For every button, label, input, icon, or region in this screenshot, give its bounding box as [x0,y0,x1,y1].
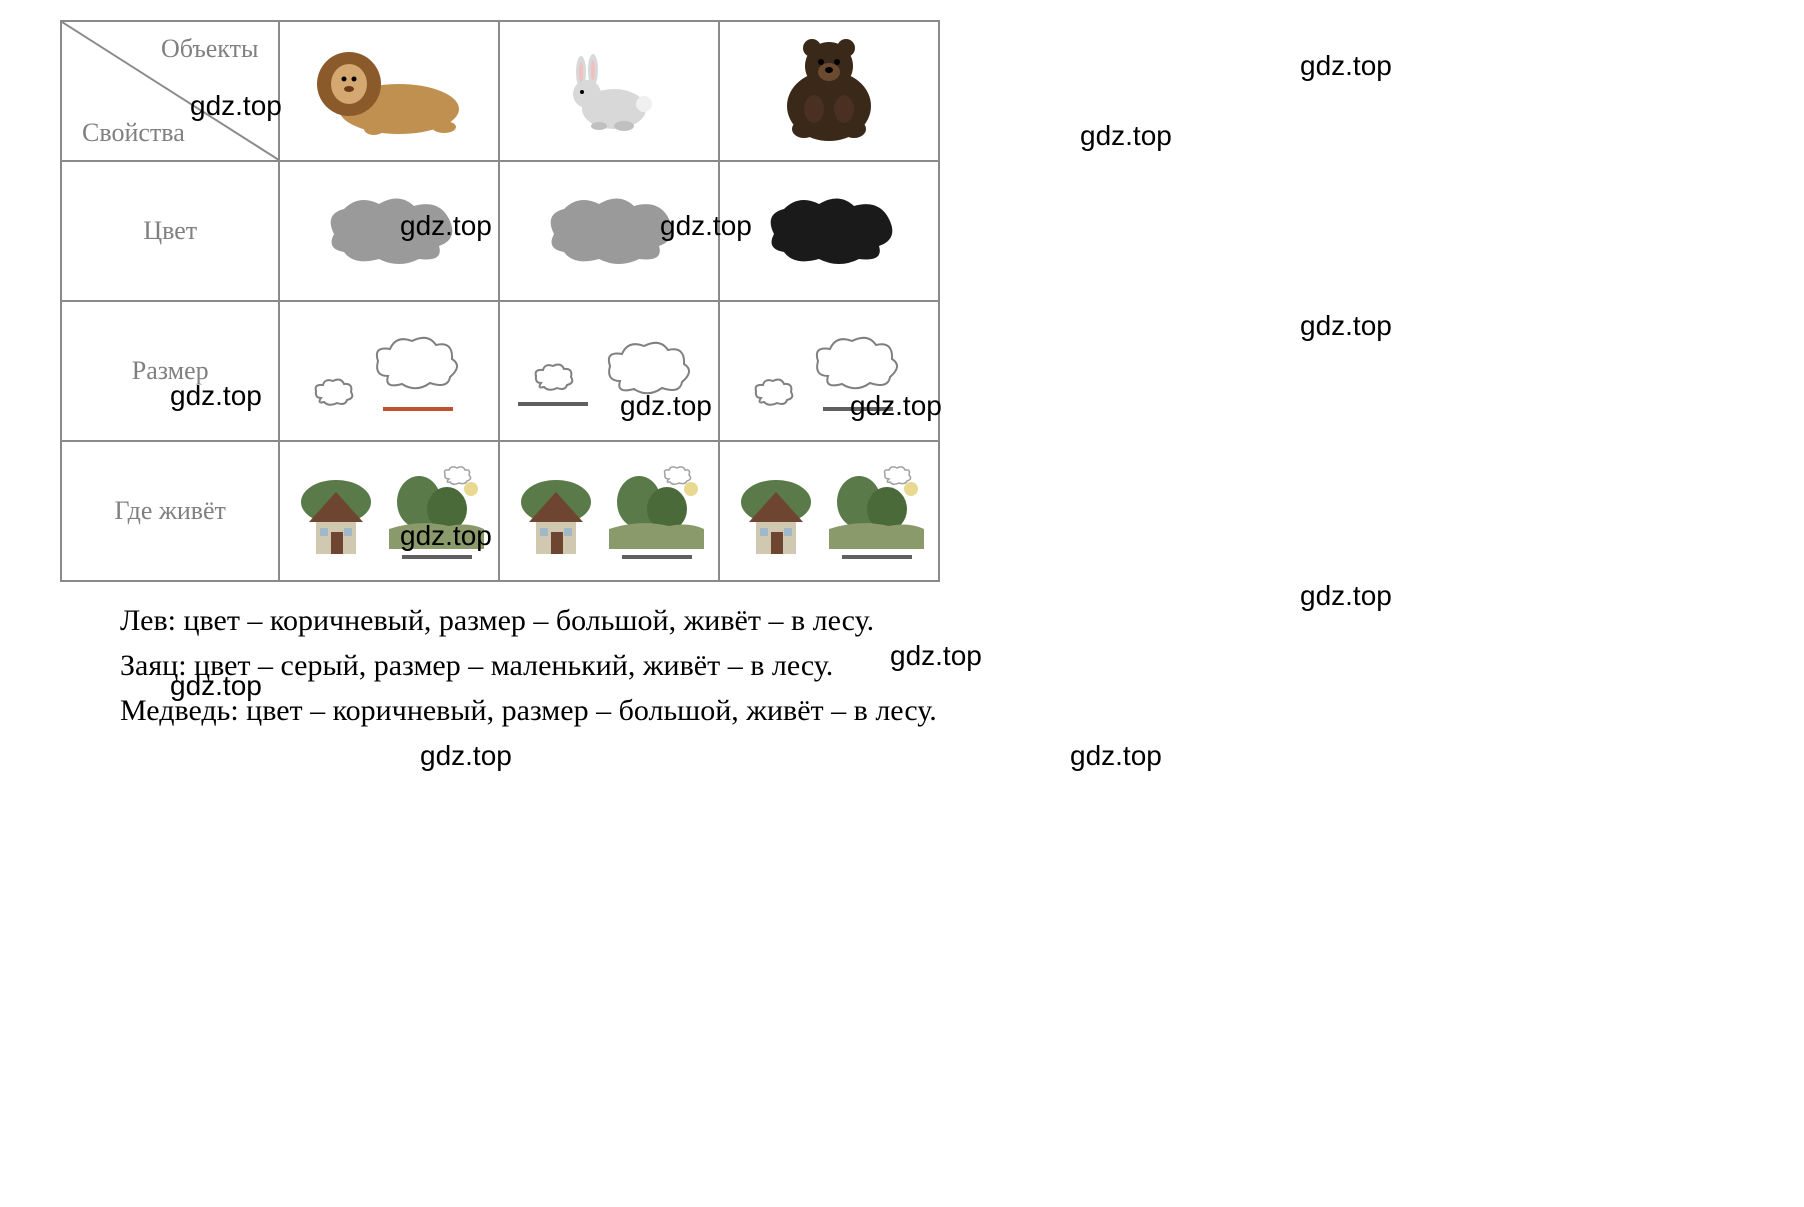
habitat-label-cell: Где живёт [61,441,279,581]
size-underline [823,407,893,411]
color-blob-lion [314,184,464,274]
cloud-small-icon [311,376,356,411]
rabbit-icon [549,44,669,134]
forest-icon [609,464,704,549]
color-blob-rabbit [534,184,684,274]
cloud-big-icon [368,331,468,401]
house-option [294,474,379,559]
watermark-text: gdz.top [1300,310,1392,342]
rabbit-color-cell [499,161,719,301]
objects-label: Объекты [161,34,258,64]
forest-option [609,464,704,559]
rabbit-cell [499,21,719,161]
color-label-cell: Цвет [61,161,279,301]
habitat-label: Где живёт [115,496,226,525]
bear-color-cell [719,161,939,301]
size-underline [518,402,588,406]
big-cloud-option [368,331,468,411]
bear-icon [764,34,894,144]
properties-label: Свойства [82,118,185,148]
habitat-row: Где живёт [61,441,939,581]
watermark-text: gdz.top [1080,120,1172,152]
small-cloud-option [751,376,796,411]
forest-icon [829,464,924,549]
cloud-big-icon [600,336,700,406]
small-cloud-option [518,361,588,406]
habitat-underline [842,555,912,559]
cloud-big-icon [808,331,908,401]
bear-size-cell [719,301,939,441]
header-diagonal-cell: Объекты Свойства [61,21,279,161]
cloud-small-icon [751,376,796,411]
bear-cell [719,21,939,161]
watermark-text: gdz.top [1070,740,1162,772]
properties-table: Объекты Свойства [60,20,940,582]
rabbit-habitat-cell [499,441,719,581]
small-cloud-option [311,376,356,411]
answer-text-block: Лев: цвет – коричневый, размер – большой… [120,598,1784,733]
bear-habitat-cell [719,441,939,581]
lion-icon [304,39,474,139]
page-wrapper: Объекты Свойства [20,20,1784,733]
lion-size-cell [279,301,499,441]
watermark-text: gdz.top [420,740,512,772]
cloud-small-icon [531,361,576,396]
color-label: Цвет [143,216,197,245]
color-row: Цвет [61,161,939,301]
forest-option [829,464,924,559]
size-label-cell: Размер [61,301,279,441]
size-underline [383,407,453,411]
header-row: Объекты Свойства [61,21,939,161]
size-row: Размер [61,301,939,441]
lion-habitat-cell [279,441,499,581]
forest-icon [389,464,484,549]
size-label: Размер [132,356,209,385]
house-option [514,474,599,559]
watermark-text: gdz.top [1300,50,1392,82]
forest-option [389,464,484,559]
house-icon [734,474,819,559]
answer-line-3: Медведь: цвет – коричневый, размер – бол… [120,688,1784,733]
lion-cell [279,21,499,161]
habitat-underline [402,555,472,559]
lion-color-cell [279,161,499,301]
color-blob-bear [754,184,904,274]
house-icon [514,474,599,559]
answer-line-1: Лев: цвет – коричневый, размер – большой… [120,598,1784,643]
rabbit-size-cell [499,301,719,441]
answer-line-2: Заяц: цвет – серый, размер – маленький, … [120,643,1784,688]
big-cloud-option [600,336,700,406]
house-icon [294,474,379,559]
house-option [734,474,819,559]
habitat-underline [622,555,692,559]
big-cloud-option [808,331,908,411]
